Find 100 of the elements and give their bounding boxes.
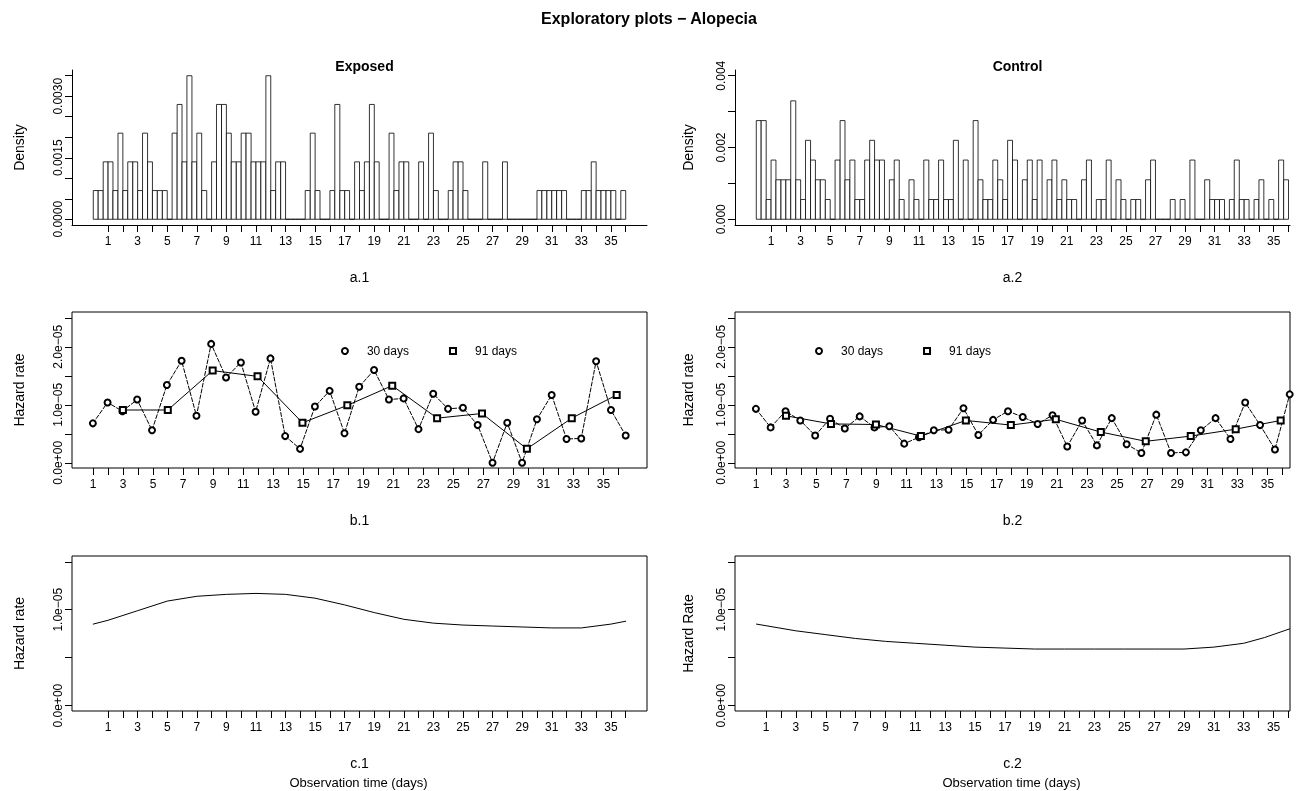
x-tick-label: 13 [938,720,953,734]
x-tick-label: 21 [1050,477,1064,491]
x-tick-label: 25 [446,477,461,491]
y-tick-label: 1.0e−05 [714,587,728,632]
x-tick-label: 5 [826,234,834,248]
x-tick-label: 7 [179,477,187,491]
y-tick-label: 0.004 [714,60,728,91]
x-tick-label: 1 [767,234,775,248]
x-tick-label: 3 [797,234,805,248]
x-tick-label: 33 [1237,234,1252,248]
y-tick-label: 0.0e+00 [714,440,728,485]
y-tick-label: 0.0e+00 [51,683,65,728]
y-axis-title: Density [11,124,27,171]
x-tick-label: 33 [1237,720,1251,734]
x-tick-label: 1 [104,234,112,248]
x-axis-title: c.2 [1003,755,1023,771]
x-axis-title: a.2 [1002,269,1023,285]
x-tick-label: 21 [397,720,411,734]
text: Observation time (days) [942,775,1081,790]
x-tick-label: 5 [149,477,157,491]
x-tick-label: 29 [515,234,530,248]
x-tick-label: 27 [485,720,500,734]
x-tick-label: 25 [1117,720,1132,734]
x-tick-label: 9 [223,720,231,734]
x-tick-label: 15 [971,234,986,248]
y-axis-title: Hazard Rate [680,593,696,673]
x-tick-label: 11 [912,234,926,248]
x-tick-label: 17 [1000,234,1015,248]
x-tick-label: 19 [1028,720,1042,734]
y-tick-label: 0.0015 [51,139,65,177]
x-tick-label: 21 [1060,234,1074,248]
text: Observation time (days) [289,775,428,790]
x-tick-label: 5 [163,720,171,734]
x-tick-label: 27 [1140,477,1155,491]
y-tick-label: 0.0030 [51,77,65,115]
x-tick-label: 9 [873,477,881,491]
x-tick-label: 19 [356,477,371,491]
x-tick-label: 27 [476,477,491,491]
x-tick-label: 31 [1200,477,1215,491]
x-tick-label: 29 [1178,234,1193,248]
x-tick-label: 17 [338,234,352,248]
x-tick-label: 17 [338,720,352,734]
x-tick-label: 9 [882,720,890,734]
y-tick-label: 0.000 [714,203,728,235]
x-tick-label: 15 [308,720,323,734]
x-tick-label: 21 [397,234,411,248]
x-tick-label: 25 [456,234,471,248]
x-tick-label: 15 [959,477,974,491]
x-tick-label: 9 [223,234,231,248]
x-tick-label: 1 [752,477,760,491]
y-axis-title: Hazard rate [11,596,27,671]
x-axis-title: a.1 [349,269,370,285]
x-tick-label: 15 [308,234,323,248]
x-tick-label: 25 [1119,234,1133,248]
legend-label: 30 days [841,344,884,358]
x-tick-label: 33 [566,477,581,491]
x-axis-title: b.2 [1002,512,1023,528]
x-tick-label: 31 [545,720,559,734]
x-tick-label: 35 [604,720,618,734]
y-axis-title: Density [680,124,696,171]
x-tick-label: 35 [596,477,611,491]
x-tick-label: 3 [134,720,142,734]
x-tick-label: 21 [1057,720,1072,734]
x-tick-label: 23 [426,720,441,734]
x-axis-title: c.1 [350,755,370,771]
x-tick-label: 13 [941,234,956,248]
y-tick-label: 1.0e−05 [51,587,65,632]
x-tick-label: 7 [852,720,860,734]
x-tick-label: 35 [1260,477,1275,491]
x-tick-label: 31 [536,477,551,491]
x-tick-label: 17 [326,477,341,491]
x-tick-label: 13 [278,720,293,734]
y-tick-label: 2.0e−05 [51,324,65,369]
x-tick-label: 35 [604,234,618,248]
x-tick-label: 31 [1207,720,1221,734]
x-tick-label: 27 [1148,234,1163,248]
x-tick-label: 35 [1266,720,1281,734]
x-tick-label: 15 [296,477,311,491]
x-tick-label: 1 [104,720,112,734]
x-tick-label: 35 [1267,234,1281,248]
x-tick-label: 21 [386,477,401,491]
x-tick-label: 19 [367,234,382,248]
y-axis-title: Hazard rate [11,353,27,427]
x-tick-label: 23 [1089,234,1104,248]
x-tick-label: 29 [1170,477,1185,491]
x-tick-label: 25 [1110,477,1125,491]
chart-title: Control [992,58,1043,74]
chart-title: Exposed [335,58,394,74]
legend-label: 30 days [366,344,409,358]
x-tick-label: 19 [367,720,382,734]
y-axis-title: Hazard rate [680,353,696,427]
y-tick-label: 0.0000 [51,200,65,238]
x-tick-label: 9 [209,477,217,491]
x-tick-label: 5 [163,234,171,248]
x-tick-label: 23 [1080,477,1094,491]
x-tick-label: 1 [89,477,97,491]
x-tick-label: 3 [119,477,127,491]
x-tick-label: 7 [193,720,201,734]
x-tick-label: 27 [485,234,500,248]
x-tick-label: 33 [574,234,589,248]
